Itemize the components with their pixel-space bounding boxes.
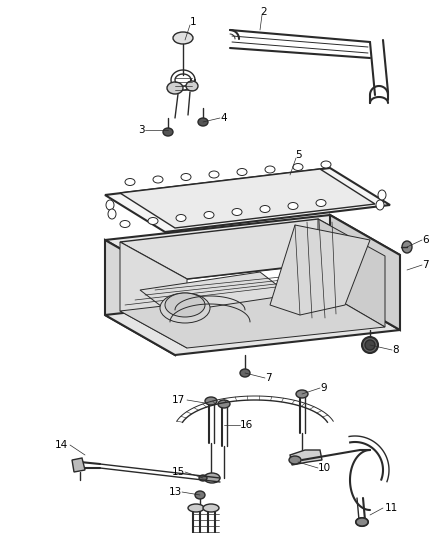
Text: 7: 7 xyxy=(422,260,429,270)
Polygon shape xyxy=(140,272,290,313)
Ellipse shape xyxy=(186,81,198,91)
Ellipse shape xyxy=(362,337,378,353)
Ellipse shape xyxy=(293,164,303,171)
Ellipse shape xyxy=(173,32,193,44)
Ellipse shape xyxy=(288,203,298,209)
Ellipse shape xyxy=(265,166,275,173)
Text: 2: 2 xyxy=(260,7,267,17)
Polygon shape xyxy=(105,290,400,355)
Ellipse shape xyxy=(199,475,207,481)
Ellipse shape xyxy=(153,176,163,183)
Ellipse shape xyxy=(160,293,210,323)
Polygon shape xyxy=(105,168,390,232)
Ellipse shape xyxy=(402,241,412,253)
Text: 6: 6 xyxy=(422,235,429,245)
Text: 17: 17 xyxy=(172,395,185,405)
Ellipse shape xyxy=(163,128,173,136)
Ellipse shape xyxy=(205,397,217,405)
Ellipse shape xyxy=(204,212,214,219)
Ellipse shape xyxy=(148,217,158,224)
Polygon shape xyxy=(120,169,375,228)
Text: 11: 11 xyxy=(385,503,398,513)
Text: 9: 9 xyxy=(320,383,327,393)
Ellipse shape xyxy=(237,168,247,175)
Ellipse shape xyxy=(181,174,191,181)
Text: 15: 15 xyxy=(172,467,185,477)
Ellipse shape xyxy=(378,190,386,200)
Polygon shape xyxy=(270,225,370,315)
Ellipse shape xyxy=(203,504,219,512)
Text: 7: 7 xyxy=(265,373,272,383)
Text: 1: 1 xyxy=(190,17,197,27)
Ellipse shape xyxy=(316,199,326,206)
Text: 14: 14 xyxy=(55,440,68,450)
Text: 5: 5 xyxy=(295,150,302,160)
Ellipse shape xyxy=(240,369,250,377)
Ellipse shape xyxy=(125,179,135,185)
Ellipse shape xyxy=(232,208,242,215)
Ellipse shape xyxy=(289,456,301,464)
Ellipse shape xyxy=(165,293,205,317)
Text: 16: 16 xyxy=(240,420,253,430)
Ellipse shape xyxy=(209,171,219,178)
Polygon shape xyxy=(330,215,400,330)
Text: 13: 13 xyxy=(169,487,182,497)
Ellipse shape xyxy=(188,504,204,512)
Ellipse shape xyxy=(365,340,375,350)
Polygon shape xyxy=(72,458,85,472)
Polygon shape xyxy=(318,219,385,327)
Ellipse shape xyxy=(176,214,186,222)
Text: 4: 4 xyxy=(220,113,226,123)
Polygon shape xyxy=(105,215,400,280)
Polygon shape xyxy=(290,450,322,465)
Ellipse shape xyxy=(204,473,220,483)
Text: 8: 8 xyxy=(392,345,399,355)
Ellipse shape xyxy=(120,221,130,228)
Polygon shape xyxy=(105,240,175,355)
Polygon shape xyxy=(120,288,385,348)
Ellipse shape xyxy=(356,518,368,526)
Ellipse shape xyxy=(218,400,230,408)
Polygon shape xyxy=(120,242,187,348)
Ellipse shape xyxy=(108,209,116,219)
Ellipse shape xyxy=(296,390,308,398)
Ellipse shape xyxy=(260,206,270,213)
Polygon shape xyxy=(120,219,385,279)
Ellipse shape xyxy=(106,200,114,210)
Text: 3: 3 xyxy=(138,125,145,135)
Ellipse shape xyxy=(321,161,331,168)
Ellipse shape xyxy=(195,491,205,499)
Ellipse shape xyxy=(198,118,208,126)
Text: 10: 10 xyxy=(318,463,331,473)
Ellipse shape xyxy=(167,82,183,94)
Ellipse shape xyxy=(376,200,384,210)
